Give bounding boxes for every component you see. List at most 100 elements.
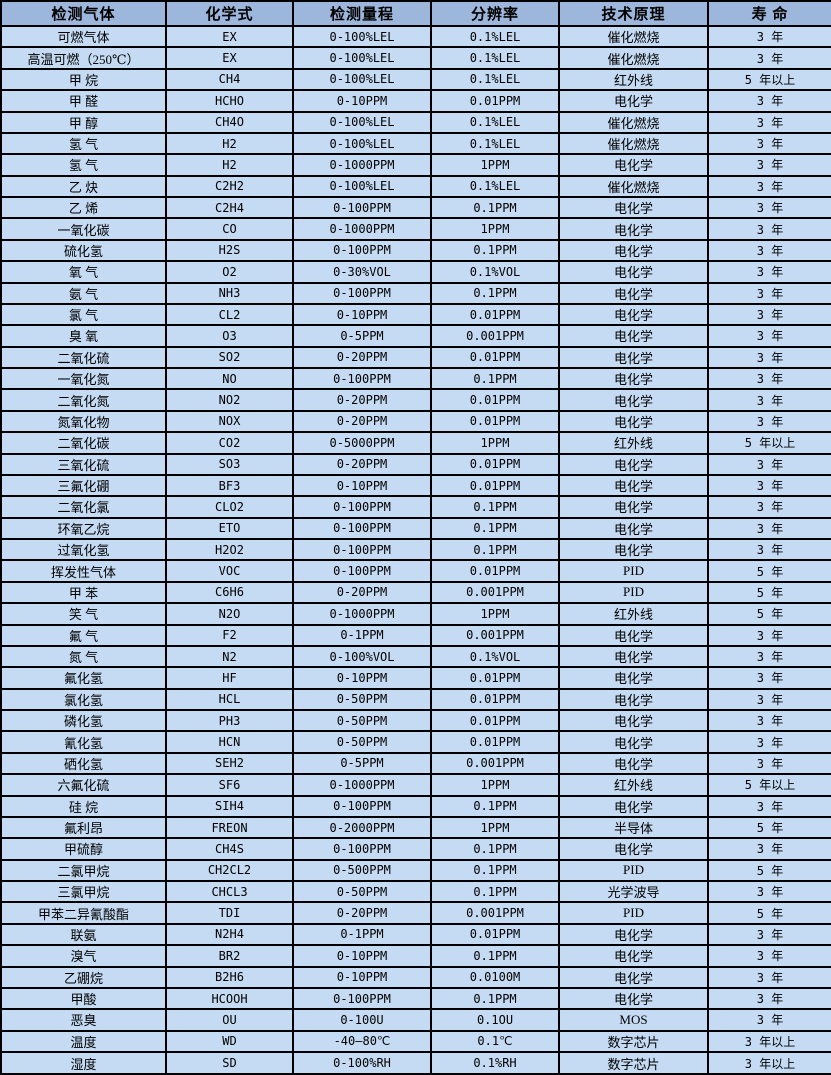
cell-gas: 二氧化氯: [0, 495, 167, 519]
cell-formula: HCHO: [165, 89, 294, 113]
cell-resolution: 0.1%LEL: [430, 131, 560, 156]
cell-formula: NH3: [165, 281, 294, 305]
cell-resolution: 1PPM: [430, 602, 560, 626]
cell-gas: 高温可燃（250℃）: [0, 46, 167, 70]
cell-lifespan: 3 年: [707, 302, 831, 327]
cell-resolution: 0.001PPM: [430, 623, 560, 647]
cell-range: 0-50PPM: [292, 687, 432, 712]
table-row: 氰化氢 HCN 0-50PPM 0.01PPM 电化学 3 年: [0, 730, 831, 754]
cell-formula: VOC: [165, 559, 294, 583]
cell-gas: 三氯甲烷: [0, 879, 167, 904]
cell-gas: 甲 烷: [0, 67, 167, 92]
cell-range: 0-1000PPM: [292, 602, 432, 626]
cell-formula: EX: [165, 46, 294, 70]
cell-gas: 乙硼烷: [0, 965, 167, 989]
cell-lifespan: 3 年: [707, 516, 831, 541]
cell-principle: 数字芯片: [558, 1029, 709, 1054]
cell-gas: 甲酸: [0, 986, 167, 1011]
table-row: 湿度 SD 0-100%RH 0.1%RH 数字芯片 3 年以上: [0, 1051, 831, 1075]
cell-principle: 电化学: [558, 623, 709, 647]
table-row: 甲 醇 CH4O 0-100%LEL 0.1%LEL 催化燃烧 3 年: [0, 110, 831, 134]
cell-gas: 一氧化碳: [0, 217, 167, 241]
table-row: 三氧化硫 SO3 0-20PPM 0.01PPM 电化学 3 年: [0, 452, 831, 476]
cell-gas: 六氟化硫: [0, 773, 167, 797]
cell-range: 0-20PPM: [292, 901, 432, 925]
cell-principle: 电化学: [558, 965, 709, 989]
cell-lifespan: 3 年: [707, 131, 831, 156]
cell-gas: 硒化氢: [0, 751, 167, 776]
cell-principle: 催化燃烧: [558, 24, 709, 49]
cell-principle: 电化学: [558, 89, 709, 113]
cell-gas: 二氧化氮: [0, 388, 167, 412]
cell-gas: 氮氧化物: [0, 409, 167, 434]
cell-resolution: 0.1PPM: [430, 794, 560, 818]
cell-gas: 甲 醛: [0, 89, 167, 113]
cell-formula: OU: [165, 1008, 294, 1032]
cell-gas: 氢 气: [0, 131, 167, 156]
table-row: 磷化氢 PH3 0-50PPM 0.01PPM 电化学 3 年: [0, 708, 831, 733]
table-row: 可燃气体 EX 0-100%LEL 0.1%LEL 催化燃烧 3 年: [0, 24, 831, 49]
cell-formula: CHCL3: [165, 879, 294, 904]
cell-principle: 光学波导: [558, 879, 709, 904]
table-row: 氢 气 H2 0-100%LEL 0.1%LEL 催化燃烧 3 年: [0, 131, 831, 156]
cell-range: 0-20PPM: [292, 388, 432, 412]
cell-gas: 氢 气: [0, 153, 167, 177]
table-row: 甲硫醇 CH4S 0-100PPM 0.1PPM 电化学 3 年: [0, 837, 831, 861]
cell-gas: 氟 气: [0, 623, 167, 647]
cell-lifespan: 3 年: [707, 837, 831, 861]
table-row: 一氧化氮 NO 0-100PPM 0.1PPM 电化学 3 年: [0, 366, 831, 391]
cell-lifespan: 3 年: [707, 345, 831, 370]
cell-formula: H2S: [165, 238, 294, 263]
header-gas: 检测气体: [0, 0, 167, 27]
cell-resolution: 0.1PPM: [430, 366, 560, 391]
cell-principle: 电化学: [558, 944, 709, 968]
cell-resolution: 1PPM: [430, 153, 560, 177]
cell-principle: 电化学: [558, 495, 709, 519]
cell-principle: 电化学: [558, 388, 709, 412]
cell-range: 0-100PPM: [292, 794, 432, 818]
cell-range: 0-5000PPM: [292, 431, 432, 455]
table-row: 氢 气 H2 0-1000PPM 1PPM 电化学 3 年: [0, 153, 831, 177]
cell-formula: H2: [165, 153, 294, 177]
cell-range: 0-100PPM: [292, 495, 432, 519]
cell-gas: 二氧化碳: [0, 431, 167, 455]
cell-principle: 电化学: [558, 516, 709, 541]
cell-principle: 催化燃烧: [558, 110, 709, 134]
cell-formula: EX: [165, 24, 294, 49]
table-row: 甲 醛 HCHO 0-10PPM 0.01PPM 电化学 3 年: [0, 89, 831, 113]
cell-principle: 催化燃烧: [558, 174, 709, 199]
cell-resolution: 0.01PPM: [430, 302, 560, 327]
cell-resolution: 1PPM: [430, 217, 560, 241]
cell-formula: C2H2: [165, 174, 294, 199]
table-row: 二氧化碳 CO2 0-5000PPM 1PPM 红外线 5 年以上: [0, 431, 831, 455]
cell-formula: SD: [165, 1051, 294, 1075]
cell-formula: CH4: [165, 67, 294, 92]
cell-gas: 磷化氢: [0, 708, 167, 733]
cell-resolution: 0.01PPM: [430, 89, 560, 113]
cell-formula: F2: [165, 623, 294, 647]
cell-gas: 硅 烷: [0, 794, 167, 818]
table-row: 氮 气 N2 0-100%VOL 0.1%VOL 电化学 3 年: [0, 644, 831, 669]
cell-range: 0-100%LEL: [292, 46, 432, 70]
cell-range: 0-100PPM: [292, 281, 432, 305]
cell-resolution: 0.1PPM: [430, 281, 560, 305]
cell-principle: PID: [558, 559, 709, 583]
cell-resolution: 0.01PPM: [430, 388, 560, 412]
cell-formula: N2: [165, 644, 294, 669]
table-row: 氟 气 F2 0-1PPM 0.001PPM 电化学 3 年: [0, 623, 831, 647]
cell-resolution: 1PPM: [430, 431, 560, 455]
cell-gas: 恶臭: [0, 1008, 167, 1032]
cell-resolution: 0.1%LEL: [430, 110, 560, 134]
table-row: 温度 WD -40—80℃ 0.1℃ 数字芯片 3 年以上: [0, 1029, 831, 1054]
cell-lifespan: 3 年: [707, 409, 831, 434]
table-row: 臭 氧 O3 0-5PPM 0.001PPM 电化学 3 年: [0, 324, 831, 348]
cell-lifespan: 3 年: [707, 965, 831, 989]
cell-range: 0-100PPM: [292, 837, 432, 861]
cell-lifespan: 5 年: [707, 580, 831, 605]
cell-principle: 电化学: [558, 537, 709, 562]
cell-range: 0-500PPM: [292, 858, 432, 883]
cell-resolution: 0.1PPM: [430, 858, 560, 883]
table-row: 甲 烷 CH4 0-100%LEL 0.1%LEL 红外线 5 年以上: [0, 67, 831, 92]
cell-resolution: 0.1%LEL: [430, 174, 560, 199]
cell-lifespan: 3 年: [707, 174, 831, 199]
